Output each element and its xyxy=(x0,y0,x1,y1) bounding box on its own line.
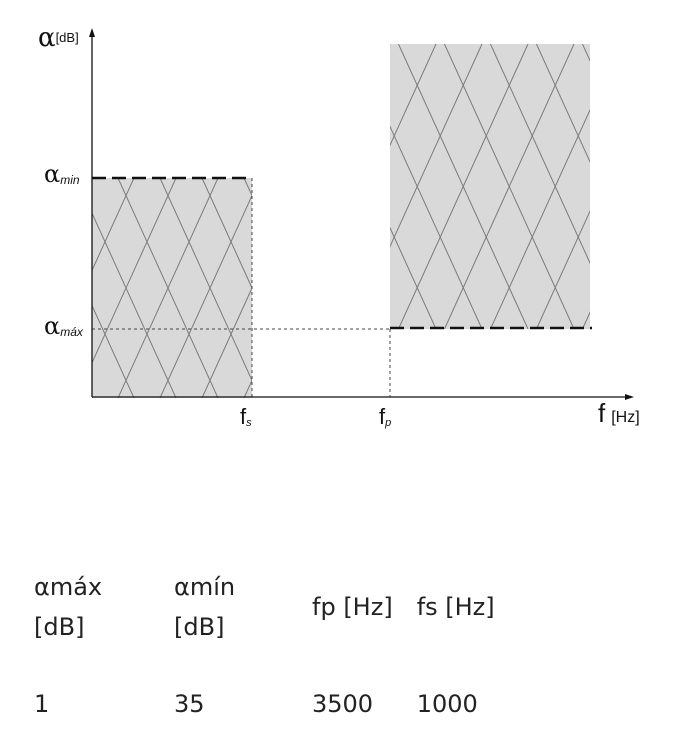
hatch-line xyxy=(397,44,529,329)
header-fs: fs [Hz] xyxy=(416,593,495,621)
hatch-line xyxy=(243,379,252,398)
hatch-line xyxy=(628,44,700,329)
y-axis-arrow xyxy=(89,28,95,37)
stopband-region xyxy=(0,178,386,398)
hatch-line xyxy=(92,211,177,398)
hatch-line xyxy=(390,44,391,46)
hatch-line xyxy=(390,44,437,147)
hatch-line xyxy=(286,178,386,398)
filter-spec-table: αmáx [dB] αmín [dB] fp [Hz] fs [Hz] 1 35… xyxy=(22,560,507,754)
hatch-line xyxy=(159,178,252,382)
cell-fs: 1000 xyxy=(416,690,478,718)
hatch-line xyxy=(243,178,252,197)
header-alpha-min: αmín [dB] xyxy=(174,573,236,641)
hatch-line xyxy=(92,178,135,272)
hatch-line xyxy=(443,44,575,329)
alpha-min-label: αmin xyxy=(44,160,80,188)
hatch-line xyxy=(0,178,50,398)
header-fp: fp [Hz] xyxy=(312,593,393,621)
fs-label: fs xyxy=(240,404,252,429)
hatch-line xyxy=(117,178,219,398)
hatch-line xyxy=(535,44,590,164)
hatch-line xyxy=(581,44,590,62)
hatch-line xyxy=(0,178,50,398)
hatch-line xyxy=(390,327,391,329)
passband-region xyxy=(390,44,700,329)
alpha-max-label: αmáx xyxy=(44,312,84,340)
hatch-line xyxy=(390,125,483,329)
cell-fp: 3500 xyxy=(312,690,374,718)
hatch-line xyxy=(92,178,93,180)
hatch-line xyxy=(201,178,252,290)
hatch-line xyxy=(535,209,590,329)
x-axis-label: f [Hz] xyxy=(598,398,640,428)
hatch-line xyxy=(201,286,252,398)
y-axis-label: α[dB] xyxy=(38,23,79,53)
table-row: 1 35 3500 1000 xyxy=(22,654,507,754)
hatch-line xyxy=(92,304,135,398)
cell-alpha-max: 1 xyxy=(34,690,50,718)
header-alpha-max: αmáx [dB] xyxy=(34,573,103,641)
x-axis-arrow xyxy=(625,394,634,400)
hatch-line xyxy=(489,44,590,265)
hatch-line xyxy=(286,178,386,398)
hatch-line xyxy=(581,311,590,329)
hatch-line xyxy=(92,396,93,398)
hatch-line xyxy=(390,226,437,329)
filter-template-diagram: α[dB] αmin αmáx fs fp f [Hz] xyxy=(0,23,700,429)
fp-label: fp xyxy=(379,404,391,429)
table-header-row: αmáx [dB] αmín [dB] fp [Hz] fs [Hz] xyxy=(22,560,507,654)
hatch-line xyxy=(628,44,700,329)
cell-alpha-min: 35 xyxy=(174,690,205,718)
